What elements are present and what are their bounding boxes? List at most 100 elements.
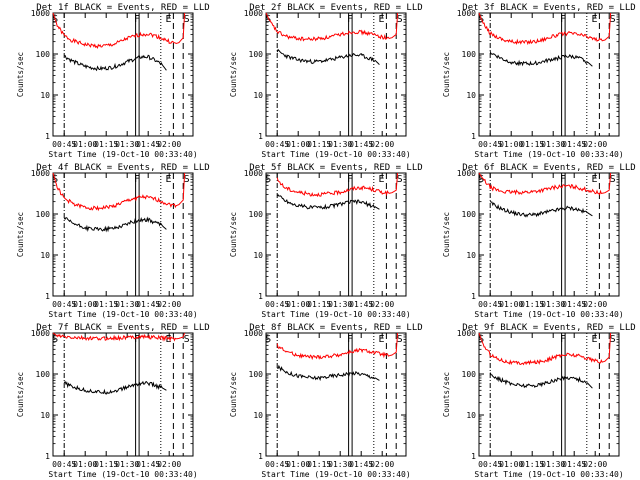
- marker-label-e: E: [591, 14, 597, 25]
- x-tick-label: 01:15: [520, 300, 544, 309]
- x-tick-label: 01:45: [136, 300, 160, 309]
- y-tick-label: 100: [249, 370, 264, 379]
- series-line-events: [63, 380, 167, 395]
- marker-label-s: S: [397, 334, 403, 345]
- marker-label-f: F: [134, 174, 140, 185]
- x-tick-label: 02:00: [583, 460, 607, 469]
- x-axis-label: Start Time (19-Oct-10 00:33:40): [48, 310, 197, 319]
- marker-label-e: E: [165, 334, 171, 345]
- chart-title: Det 7f BLACK = Events, RED = LLD: [36, 323, 209, 333]
- x-tick-label: 01:00: [499, 460, 523, 469]
- series-line-events: [63, 216, 167, 233]
- x-tick-label: 01:15: [94, 300, 118, 309]
- y-tick-label: 10: [466, 411, 476, 420]
- x-tick-label: 01:15: [520, 140, 544, 149]
- y-tick-label: 1000: [244, 169, 263, 178]
- x-tick-label: 01:30: [541, 460, 565, 469]
- x-tick-label: 01:45: [349, 460, 373, 469]
- marker-label-s: S: [184, 334, 190, 345]
- marker-label-e: E: [378, 174, 384, 185]
- series-line-lld: [276, 172, 399, 198]
- x-tick-label: 01:45: [562, 300, 586, 309]
- x-tick-label: 00:45: [265, 460, 289, 469]
- series-line-events: [276, 194, 380, 210]
- y-axis-label: Counts/sec: [229, 52, 238, 97]
- x-tick-label: 00:45: [478, 140, 502, 149]
- chart-title: Det 1f BLACK = Events, RED = LLD: [36, 3, 209, 13]
- plot-frame: [52, 12, 194, 137]
- x-tick-label: 01:30: [328, 300, 352, 309]
- x-tick-label: 01:15: [307, 460, 331, 469]
- y-tick-label: 1000: [244, 329, 263, 338]
- x-tick-label: 01:15: [307, 300, 331, 309]
- x-axis-label: Start Time (19-Oct-10 00:33:40): [474, 150, 623, 159]
- marker-label-s: S: [265, 14, 271, 25]
- y-tick-label: 100: [36, 50, 51, 59]
- chart-title: Det 4f BLACK = Events, RED = LLD: [36, 163, 209, 173]
- marker-label-f: F: [134, 334, 140, 345]
- chart-panel-1: Det 1f BLACK = Events, RED = LLD 1 10 100 10…: [16, 3, 210, 159]
- y-axis-label: Counts/sec: [229, 212, 238, 257]
- y-tick-label: 10: [40, 251, 50, 260]
- plot-frame: [478, 172, 620, 297]
- x-tick-label: 02:00: [370, 300, 394, 309]
- chart-panel-9: Det 9f BLACK = Events, RED = LLD 1 10 100 10…: [442, 323, 636, 479]
- y-tick-label: 1: [258, 452, 263, 461]
- x-tick-label: 01:00: [73, 460, 97, 469]
- y-tick-label: 100: [462, 50, 477, 59]
- x-axis-label: Start Time (19-Oct-10 00:33:40): [474, 310, 623, 319]
- x-tick-label: 01:45: [562, 460, 586, 469]
- x-tick-label: 00:45: [52, 460, 76, 469]
- chart-title: Det 8f BLACK = Events, RED = LLD: [249, 323, 422, 333]
- series-line-events: [489, 51, 593, 67]
- y-tick-label: 100: [462, 210, 477, 219]
- x-tick-label: 00:45: [52, 300, 76, 309]
- chart-title: Det 3f BLACK = Events, RED = LLD: [462, 3, 635, 13]
- y-tick-label: 10: [253, 251, 263, 260]
- plot-frame: [265, 12, 407, 137]
- y-tick-label: 10: [466, 251, 476, 260]
- y-axis-label: Counts/sec: [442, 52, 451, 97]
- y-tick-label: 10: [253, 91, 263, 100]
- y-tick-label: 100: [36, 210, 51, 219]
- chart-panel-6: Det 6f BLACK = Events, RED = LLD 1 10 100 10…: [442, 163, 636, 319]
- series-line-lld: [478, 12, 612, 46]
- x-tick-label: 00:45: [265, 140, 289, 149]
- y-tick-label: 10: [466, 91, 476, 100]
- y-tick-label: 10: [40, 91, 50, 100]
- x-tick-label: 01:00: [286, 460, 310, 469]
- y-axis-label: Counts/sec: [229, 372, 238, 417]
- x-tick-label: 01:30: [541, 140, 565, 149]
- x-axis-label: Start Time (19-Oct-10 00:33:40): [474, 470, 623, 479]
- y-tick-label: 1: [45, 452, 50, 461]
- y-tick-label: 1000: [31, 169, 50, 178]
- y-tick-label: 1: [471, 292, 476, 301]
- plot-frame: [52, 332, 194, 457]
- series-line-events: [489, 200, 593, 218]
- x-tick-label: 00:45: [478, 300, 502, 309]
- x-tick-label: 02:00: [583, 300, 607, 309]
- x-tick-label: 02:00: [370, 460, 394, 469]
- marker-label-s: S: [397, 14, 403, 25]
- chart-panel-8: Det 8f BLACK = Events, RED = LLD 1 10 100 10…: [229, 323, 423, 479]
- marker-label-e: E: [165, 174, 171, 185]
- y-axis-label: Counts/sec: [16, 212, 25, 257]
- marker-label-f: F: [560, 174, 566, 185]
- x-tick-label: 01:30: [115, 300, 139, 309]
- chart-title: Det 6f BLACK = Events, RED = LLD: [462, 163, 635, 173]
- marker-label-e: E: [378, 334, 384, 345]
- x-tick-label: 01:15: [307, 140, 331, 149]
- y-axis-label: Counts/sec: [16, 52, 25, 97]
- marker-label-s: S: [397, 174, 403, 185]
- x-tick-label: 01:15: [520, 460, 544, 469]
- chart-panel-7: Det 7f BLACK = Events, RED = LLD 1 10 100 10…: [16, 323, 210, 479]
- x-tick-label: 01:30: [328, 460, 352, 469]
- x-tick-label: 02:00: [583, 140, 607, 149]
- x-tick-label: 01:30: [541, 300, 565, 309]
- marker-label-e: E: [165, 14, 171, 25]
- x-tick-label: 01:45: [136, 460, 160, 469]
- y-axis-label: Counts/sec: [16, 372, 25, 417]
- series-line-lld: [478, 172, 612, 196]
- x-axis-label: Start Time (19-Oct-10 00:33:40): [261, 310, 410, 319]
- plot-frame: [478, 12, 620, 137]
